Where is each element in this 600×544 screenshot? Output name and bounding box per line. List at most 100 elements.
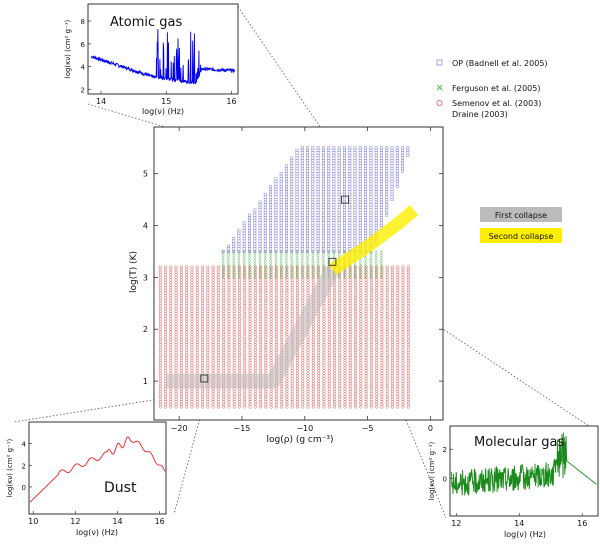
- ferguson-point: [374, 250, 378, 253]
- ferguson-point: [316, 250, 320, 253]
- op-point: [258, 200, 262, 204]
- ferguson-point: [306, 270, 309, 274]
- op-point: [374, 146, 378, 150]
- semenov-point: [285, 265, 289, 269]
- ferguson-point: [322, 260, 325, 264]
- ferguson-point: [306, 265, 309, 269]
- op-point: [295, 148, 299, 152]
- ferguson-point: [221, 265, 225, 269]
- ferguson-point: [279, 257, 283, 261]
- op-point: [332, 146, 336, 150]
- ferguson-point: [285, 270, 288, 274]
- inset-ytick-label: 8: [81, 18, 85, 26]
- op-point: [337, 146, 341, 150]
- op-point: [348, 146, 352, 150]
- ferguson-point: [248, 263, 251, 266]
- ferguson-point: [369, 257, 373, 261]
- ferguson-point: [353, 276, 357, 279]
- ferguson-point: [242, 250, 246, 253]
- ferguson-point: [290, 257, 294, 261]
- main-ytick-label: 2: [143, 325, 148, 334]
- op-point: [369, 146, 373, 150]
- ferguson-point: [227, 265, 230, 269]
- ferguson-point: [274, 268, 278, 271]
- main-ytick-label: 4: [143, 222, 148, 231]
- semenov-point: [311, 265, 315, 269]
- legend-op-marker: [436, 59, 443, 66]
- semenov-point: [179, 265, 183, 269]
- ferguson-point: [263, 255, 267, 258]
- op-point: [263, 192, 267, 196]
- ferguson-point: [258, 260, 262, 264]
- ferguson-point: [332, 252, 336, 256]
- ferguson-point: [221, 257, 225, 261]
- semenov-point: [259, 265, 263, 269]
- ferguson-point: [316, 270, 320, 274]
- ferguson-point: [300, 265, 304, 269]
- ferguson-point: [232, 250, 236, 253]
- ferguson-point: [285, 265, 288, 269]
- ferguson-point: [274, 273, 278, 277]
- op-point: [269, 185, 273, 189]
- ferguson-point: [364, 260, 367, 264]
- semenov-point: [317, 265, 321, 269]
- ferguson-point: [343, 276, 346, 279]
- ferguson-point: [327, 255, 331, 258]
- atomic-gas-title: Atomic gas: [110, 15, 182, 30]
- inset-ytick-label: 6: [81, 41, 86, 49]
- semenov-point: [269, 265, 273, 269]
- ferguson-point: [311, 265, 315, 269]
- ferguson-point: [374, 270, 378, 274]
- semenov-point: [211, 265, 215, 269]
- ferguson-point: [285, 250, 288, 253]
- inset-xtick-label: 16: [577, 519, 587, 528]
- ferguson-point: [306, 276, 309, 279]
- op-point: [358, 146, 362, 150]
- ferguson-point: [227, 273, 230, 277]
- ferguson-point: [353, 263, 357, 266]
- ferguson-point: [221, 252, 225, 256]
- collapse-bands: [166, 205, 419, 389]
- ferguson-point: [253, 255, 257, 258]
- zoom-boxes: [200, 195, 349, 383]
- ferguson-point: [258, 265, 262, 269]
- ferguson-point: [242, 263, 246, 266]
- ferguson-point: [242, 255, 246, 258]
- ferguson-point: [269, 250, 272, 253]
- inset-ytick-label: 2: [22, 462, 26, 470]
- ferguson-point: [263, 257, 267, 261]
- ferguson-point: [274, 263, 278, 266]
- main-ytick-label: 1: [143, 377, 148, 386]
- ferguson-point: [374, 263, 378, 266]
- ferguson-point: [290, 276, 294, 279]
- inset-ytick-label: 2: [81, 86, 85, 94]
- ferguson-point: [316, 265, 320, 269]
- ferguson-point: [279, 260, 283, 264]
- ferguson-point: [290, 260, 294, 264]
- atomic-gas-xlabel: log(ν) (Hz): [142, 107, 184, 116]
- semenov-point: [216, 265, 220, 269]
- ferguson-point: [269, 270, 272, 274]
- ferguson-point: [237, 268, 241, 271]
- main-xtick-label: −15: [234, 424, 251, 433]
- ferguson-point: [343, 270, 346, 274]
- semenov-point: [174, 265, 178, 269]
- ferguson-point: [380, 263, 383, 266]
- inset-xtick-label: 12: [451, 519, 461, 528]
- ferguson-point: [300, 276, 304, 279]
- ferguson-point: [253, 265, 257, 269]
- ferguson-point: [279, 270, 283, 274]
- ferguson-point: [348, 270, 352, 274]
- op-point: [406, 146, 410, 150]
- inset-atomic-gas: 14 15 16 2 4 6 8 Atomic gas log(ν) (Hz) log(κν…: [64, 3, 239, 116]
- ferguson-point: [306, 252, 309, 256]
- op-point: [401, 146, 404, 150]
- ferguson-point: [316, 273, 320, 277]
- ferguson-point: [237, 252, 241, 256]
- inset-xtick-label: 14: [514, 519, 524, 528]
- ferguson-point: [232, 268, 236, 271]
- ferguson-point: [343, 273, 346, 277]
- ferguson-point: [248, 255, 251, 258]
- ferguson-point: [295, 257, 299, 261]
